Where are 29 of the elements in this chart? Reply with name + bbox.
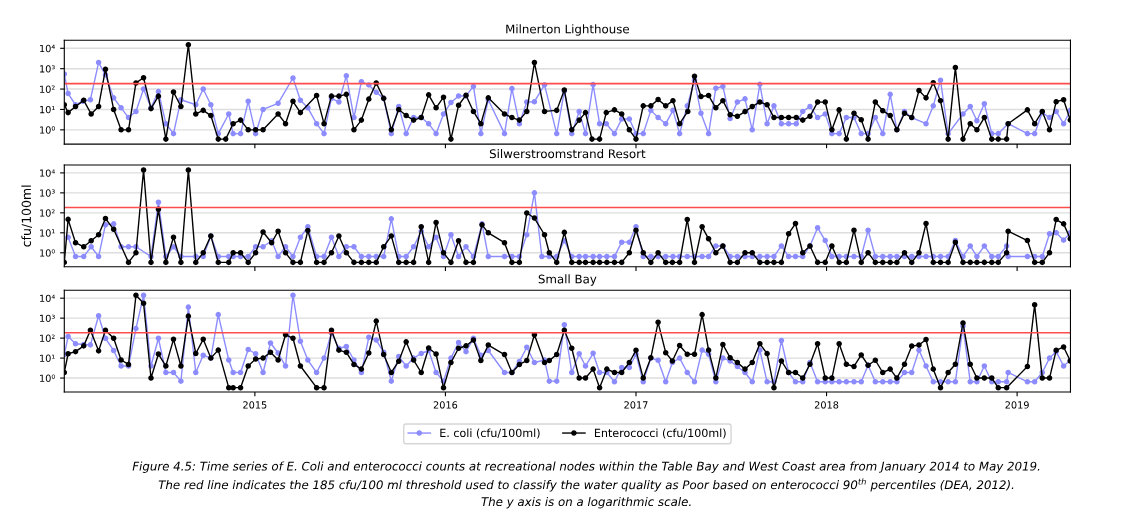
text: The y axis is on a logarithmic scale. [481,496,691,509]
y-tick-label: 10¹ [40,229,55,237]
chart-title: Small Bay [538,274,597,286]
y-tick-label: 10³ [40,65,55,73]
legend-label: E. coli (cfu/100ml) [440,428,540,439]
chart-title: Milnerton Lighthouse [506,24,629,36]
x-tick-label: 2019 [1005,401,1029,409]
chart-title: Silwerstroomstrand Resort [489,149,646,159]
y-tick-label: 10² [40,209,55,217]
y-axis-title: cfu/100ml [21,185,32,247]
y-tick-label: 10¹ [40,354,55,362]
y-tick-label: 10² [40,85,55,93]
y-tick-label: 10³ [40,189,55,197]
y-tick-label: 10⁰ [40,374,55,382]
x-tick-label: 2016 [433,401,458,409]
x-tick-label: 2017 [624,401,648,409]
y-tick-label: 10⁰ [40,126,55,134]
caption: Figure 4.5: Time series of E. Coli and enterococci counts at recreational nodes within the Table Bay and West Coast area from January 2014 to May 2019. [132,461,1040,473]
legend-label: Enterococci (cfu/100ml) [594,428,726,439]
y-tick-label: 10⁴ [40,294,55,303]
y-tick-label: 10⁴ [40,169,55,177]
x-tick-label: 2015 [243,401,267,409]
y-tick-label: 10³ [40,314,55,322]
x-tick-label: 2018 [814,401,839,409]
y-tick-label: 10⁰ [40,249,55,257]
y-tick-label: 10⁴ [40,44,55,53]
text: The red line indicates the 185 cfu/100 ml threshold used to classify the water quality as Poor based on enterococci 90$^{th}$ percentiles (DEA, 2012). [158,478,1014,492]
y-tick-label: 10¹ [40,105,55,114]
y-tick-label: 10² [40,334,55,342]
